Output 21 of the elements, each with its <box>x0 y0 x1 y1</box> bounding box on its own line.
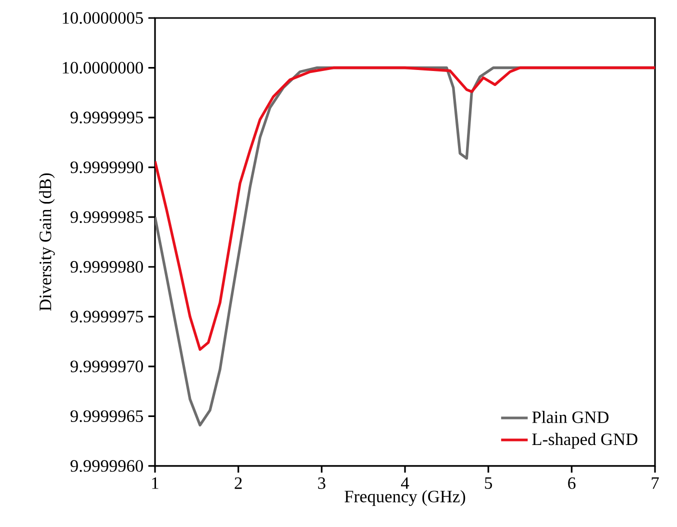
y-tick-label: 10.0000005 <box>62 12 143 24</box>
y-tick-label: 9.9999980 <box>70 260 143 273</box>
y-tick-label: 9.9999990 <box>70 161 143 174</box>
y-tick-label: 9.9999960 <box>70 460 143 472</box>
y-tick-label: 9.9999975 <box>70 310 143 323</box>
legend-label: L-shaped GND <box>532 432 638 449</box>
y-tick-label: 9.9999995 <box>70 112 143 124</box>
legend-label: Plain GND <box>532 410 608 424</box>
y-axis-title: Diversity Gain (dB) <box>39 173 55 311</box>
x-tick-label: 1 <box>152 477 158 489</box>
y-tick-label: 10.0000000 <box>62 62 143 74</box>
x-tick-label: 4 <box>401 477 410 489</box>
y-tick-label: 9.9999965 <box>70 410 143 422</box>
x-tick-label: 7 <box>652 477 659 489</box>
x-tick-label: 3 <box>318 477 326 490</box>
x-tick-label: 2 <box>234 477 242 489</box>
x-axis-title: Frequency (GHz) <box>344 490 466 506</box>
y-tick-label: 9.9999985 <box>70 211 143 223</box>
x-tick-label: 6 <box>568 477 576 490</box>
x-tick-label: 5 <box>485 477 492 489</box>
y-tick-label: 9.9999970 <box>70 360 143 372</box>
